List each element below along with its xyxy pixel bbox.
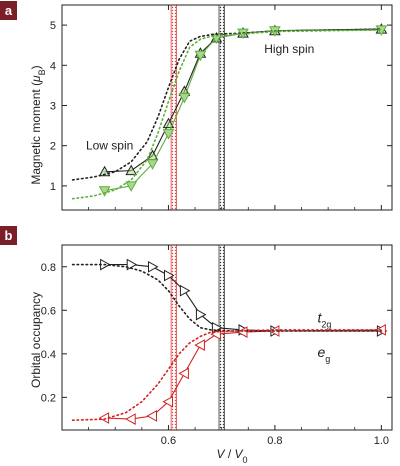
series-line-1 xyxy=(104,329,382,420)
transition-band-black xyxy=(219,5,225,210)
transition-band-red xyxy=(171,5,177,210)
y-tick-label: 0.2 xyxy=(41,392,56,404)
transition-band-black xyxy=(219,245,225,430)
series-line-3 xyxy=(71,29,383,200)
data-point xyxy=(98,165,111,177)
y-tick-label: 0.4 xyxy=(41,349,56,361)
panel-b-xlabel: V / V0 xyxy=(216,447,247,465)
data-point xyxy=(146,159,159,170)
x-tick-label: 0.8 xyxy=(267,435,282,447)
y-tick-label: 3 xyxy=(50,100,56,112)
data-point xyxy=(125,413,136,425)
x-tick-label: 0.6 xyxy=(161,435,176,447)
y-tick-label: 0.6 xyxy=(41,305,56,317)
data-point xyxy=(164,269,175,282)
annotation-0: t2g xyxy=(317,309,331,329)
series-line-2 xyxy=(71,28,383,181)
panel-a-badge-label: a xyxy=(5,3,13,18)
series-line-0 xyxy=(104,264,382,332)
data-point xyxy=(125,181,138,192)
series-line-1 xyxy=(104,29,382,192)
panel-a: a Magnetic moment (μB) 1 2 3 4 5 High spin Low… xyxy=(0,1,393,211)
data-point xyxy=(125,164,138,176)
panel-a-badge xyxy=(0,1,17,20)
annotation-0: High spin xyxy=(264,42,314,56)
panel-b-plot: 0.6 0.8 1.0 0.2 0.4 0.6 0.8 t2g eg xyxy=(41,244,393,447)
y-tick-label: 4 xyxy=(50,60,56,72)
panel-b-ylabel: Orbital occupancy xyxy=(29,292,43,388)
data-point xyxy=(236,326,248,338)
data-point xyxy=(179,284,191,297)
y-tick-label: 5 xyxy=(50,20,56,32)
series-line-0 xyxy=(104,28,382,173)
data-point xyxy=(126,258,138,271)
data-point xyxy=(162,129,175,140)
data-point xyxy=(178,93,191,104)
data-point xyxy=(146,410,157,422)
data-point xyxy=(162,395,173,408)
y-tick-label: 0.8 xyxy=(41,262,56,274)
data-point xyxy=(194,339,205,351)
data-point xyxy=(148,260,159,273)
series-line-3 xyxy=(71,329,383,422)
plot-frame xyxy=(61,244,393,431)
data-point xyxy=(195,308,207,321)
panel-b: b Orbital occupancy V / V0 0.6 0.8 1.00.20… xyxy=(0,226,393,465)
y-tick-label: 2 xyxy=(50,141,56,153)
data-point xyxy=(178,367,189,380)
y-tick-label: 1 xyxy=(50,181,56,193)
x-tick-label: 1.0 xyxy=(374,435,389,447)
panel-b-badge xyxy=(0,226,17,245)
annotation-1: Low spin xyxy=(86,139,133,153)
panel-a-plot: 1 2 3 4 5 High spin Low spin xyxy=(50,4,393,211)
data-point xyxy=(194,50,207,62)
panel-b-badge-label: b xyxy=(5,228,13,243)
series-line-2 xyxy=(71,263,383,332)
annotation-1: eg xyxy=(317,344,330,364)
data-point xyxy=(98,186,111,197)
data-point xyxy=(98,412,110,424)
transition-band-red xyxy=(171,245,177,430)
data-point xyxy=(162,117,175,129)
panel-a-ylabel: Magnetic moment (μB) xyxy=(29,65,47,184)
plot-frame xyxy=(61,4,393,211)
